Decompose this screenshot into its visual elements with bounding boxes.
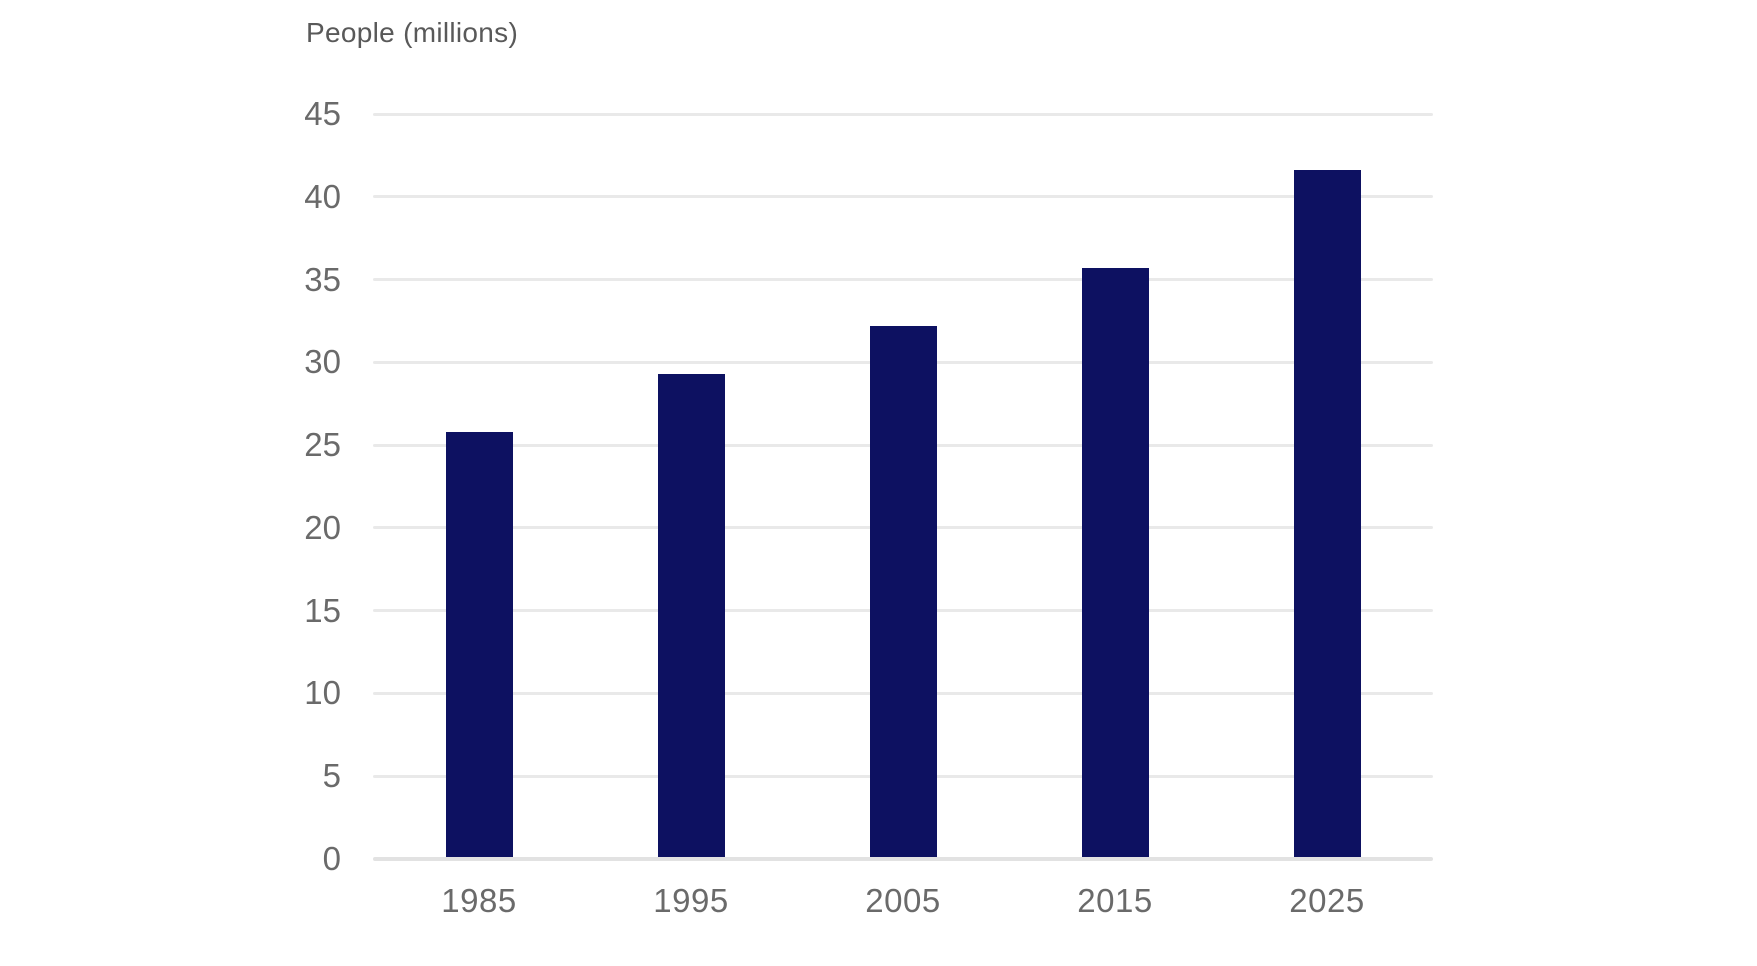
bar-2015 <box>1081 267 1149 859</box>
y-tick-label: 25 <box>304 426 341 464</box>
y-gridline <box>373 195 1433 199</box>
y-tick-label: 45 <box>304 95 341 132</box>
y-tick-label: 40 <box>304 177 341 215</box>
bar-2005 <box>869 325 937 859</box>
x-tick-label: 2025 <box>1289 882 1365 919</box>
x-axis-baseline <box>373 857 1433 861</box>
x-tick-label: 2015 <box>1077 882 1153 919</box>
plot-area <box>373 112 1433 861</box>
x-tick-label: 1985 <box>441 882 517 919</box>
y-tick-label: 15 <box>304 591 341 629</box>
x-tick-label: 2005 <box>865 882 941 919</box>
bar-1995 <box>657 373 725 859</box>
y-tick-label: 20 <box>304 508 341 546</box>
x-tick-label: 1995 <box>653 882 729 919</box>
y-tick-label: 10 <box>304 674 341 712</box>
y-gridline <box>373 278 1433 282</box>
y-tick-label: 35 <box>304 260 341 298</box>
y-tick-label: 5 <box>322 757 341 795</box>
bar-1985 <box>445 431 513 859</box>
y-tick-label: 0 <box>322 840 341 877</box>
y-gridline <box>373 112 1433 116</box>
y-axis-title: People (millions) <box>306 17 519 48</box>
bar-2025 <box>1293 170 1361 859</box>
y-tick-label: 30 <box>304 343 341 381</box>
